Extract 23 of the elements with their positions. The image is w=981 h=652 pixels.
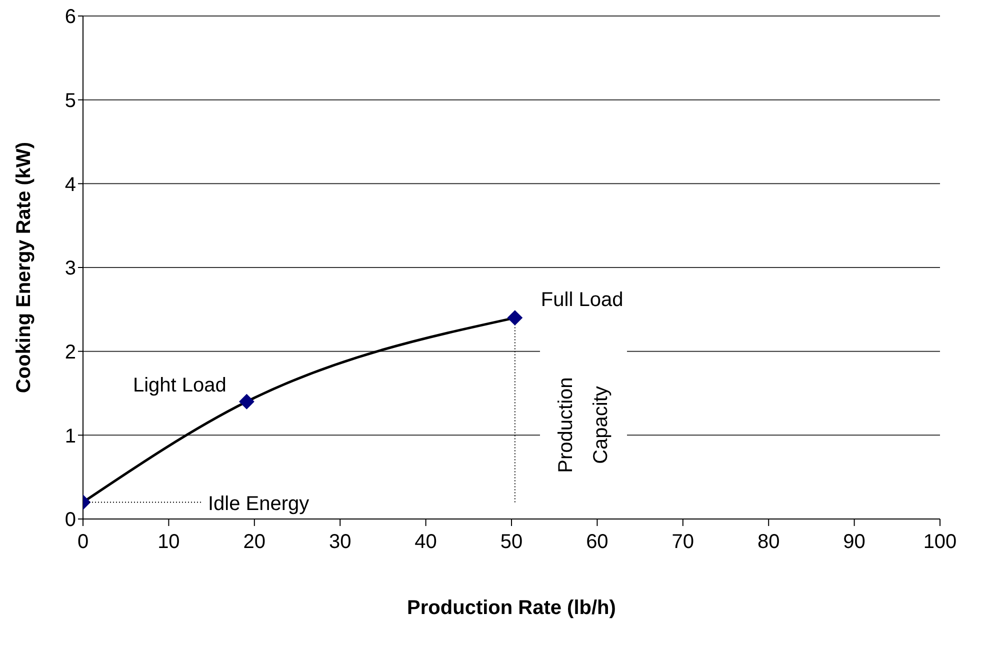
annotation: Light Load xyxy=(132,374,226,397)
x-tick-label: 70 xyxy=(672,531,694,554)
x-tick-label: 10 xyxy=(158,531,180,554)
y-tick-label: 5 xyxy=(64,90,76,112)
annotation: Idle Energy xyxy=(208,493,310,516)
x-tick-label: 60 xyxy=(586,531,608,554)
y-tick-label: 4 xyxy=(64,174,76,196)
x-tick-label: 40 xyxy=(414,531,437,554)
y-tick-label: 0 xyxy=(64,509,76,532)
y-axis-title: Cooking Energy Rate (kW) xyxy=(13,142,36,394)
y-tick-label: 2 xyxy=(64,341,76,364)
x-tick-label: 100 xyxy=(923,531,957,554)
x-tick-label: 20 xyxy=(243,531,266,554)
y-tick-label: 3 xyxy=(64,258,76,280)
x-tick-label: 80 xyxy=(757,531,780,554)
y-tick-label: 6 xyxy=(64,6,76,28)
x-tick-label: 30 xyxy=(328,531,352,554)
annotation: Full Load xyxy=(540,288,624,311)
x-tick-label: 90 xyxy=(843,531,866,554)
x-tick-label: 50 xyxy=(500,531,523,554)
y-tick-label: 1 xyxy=(64,425,76,448)
annotation: Production Capacity xyxy=(554,377,612,473)
x-axis-title: Production Rate (lb/h) xyxy=(407,597,616,619)
